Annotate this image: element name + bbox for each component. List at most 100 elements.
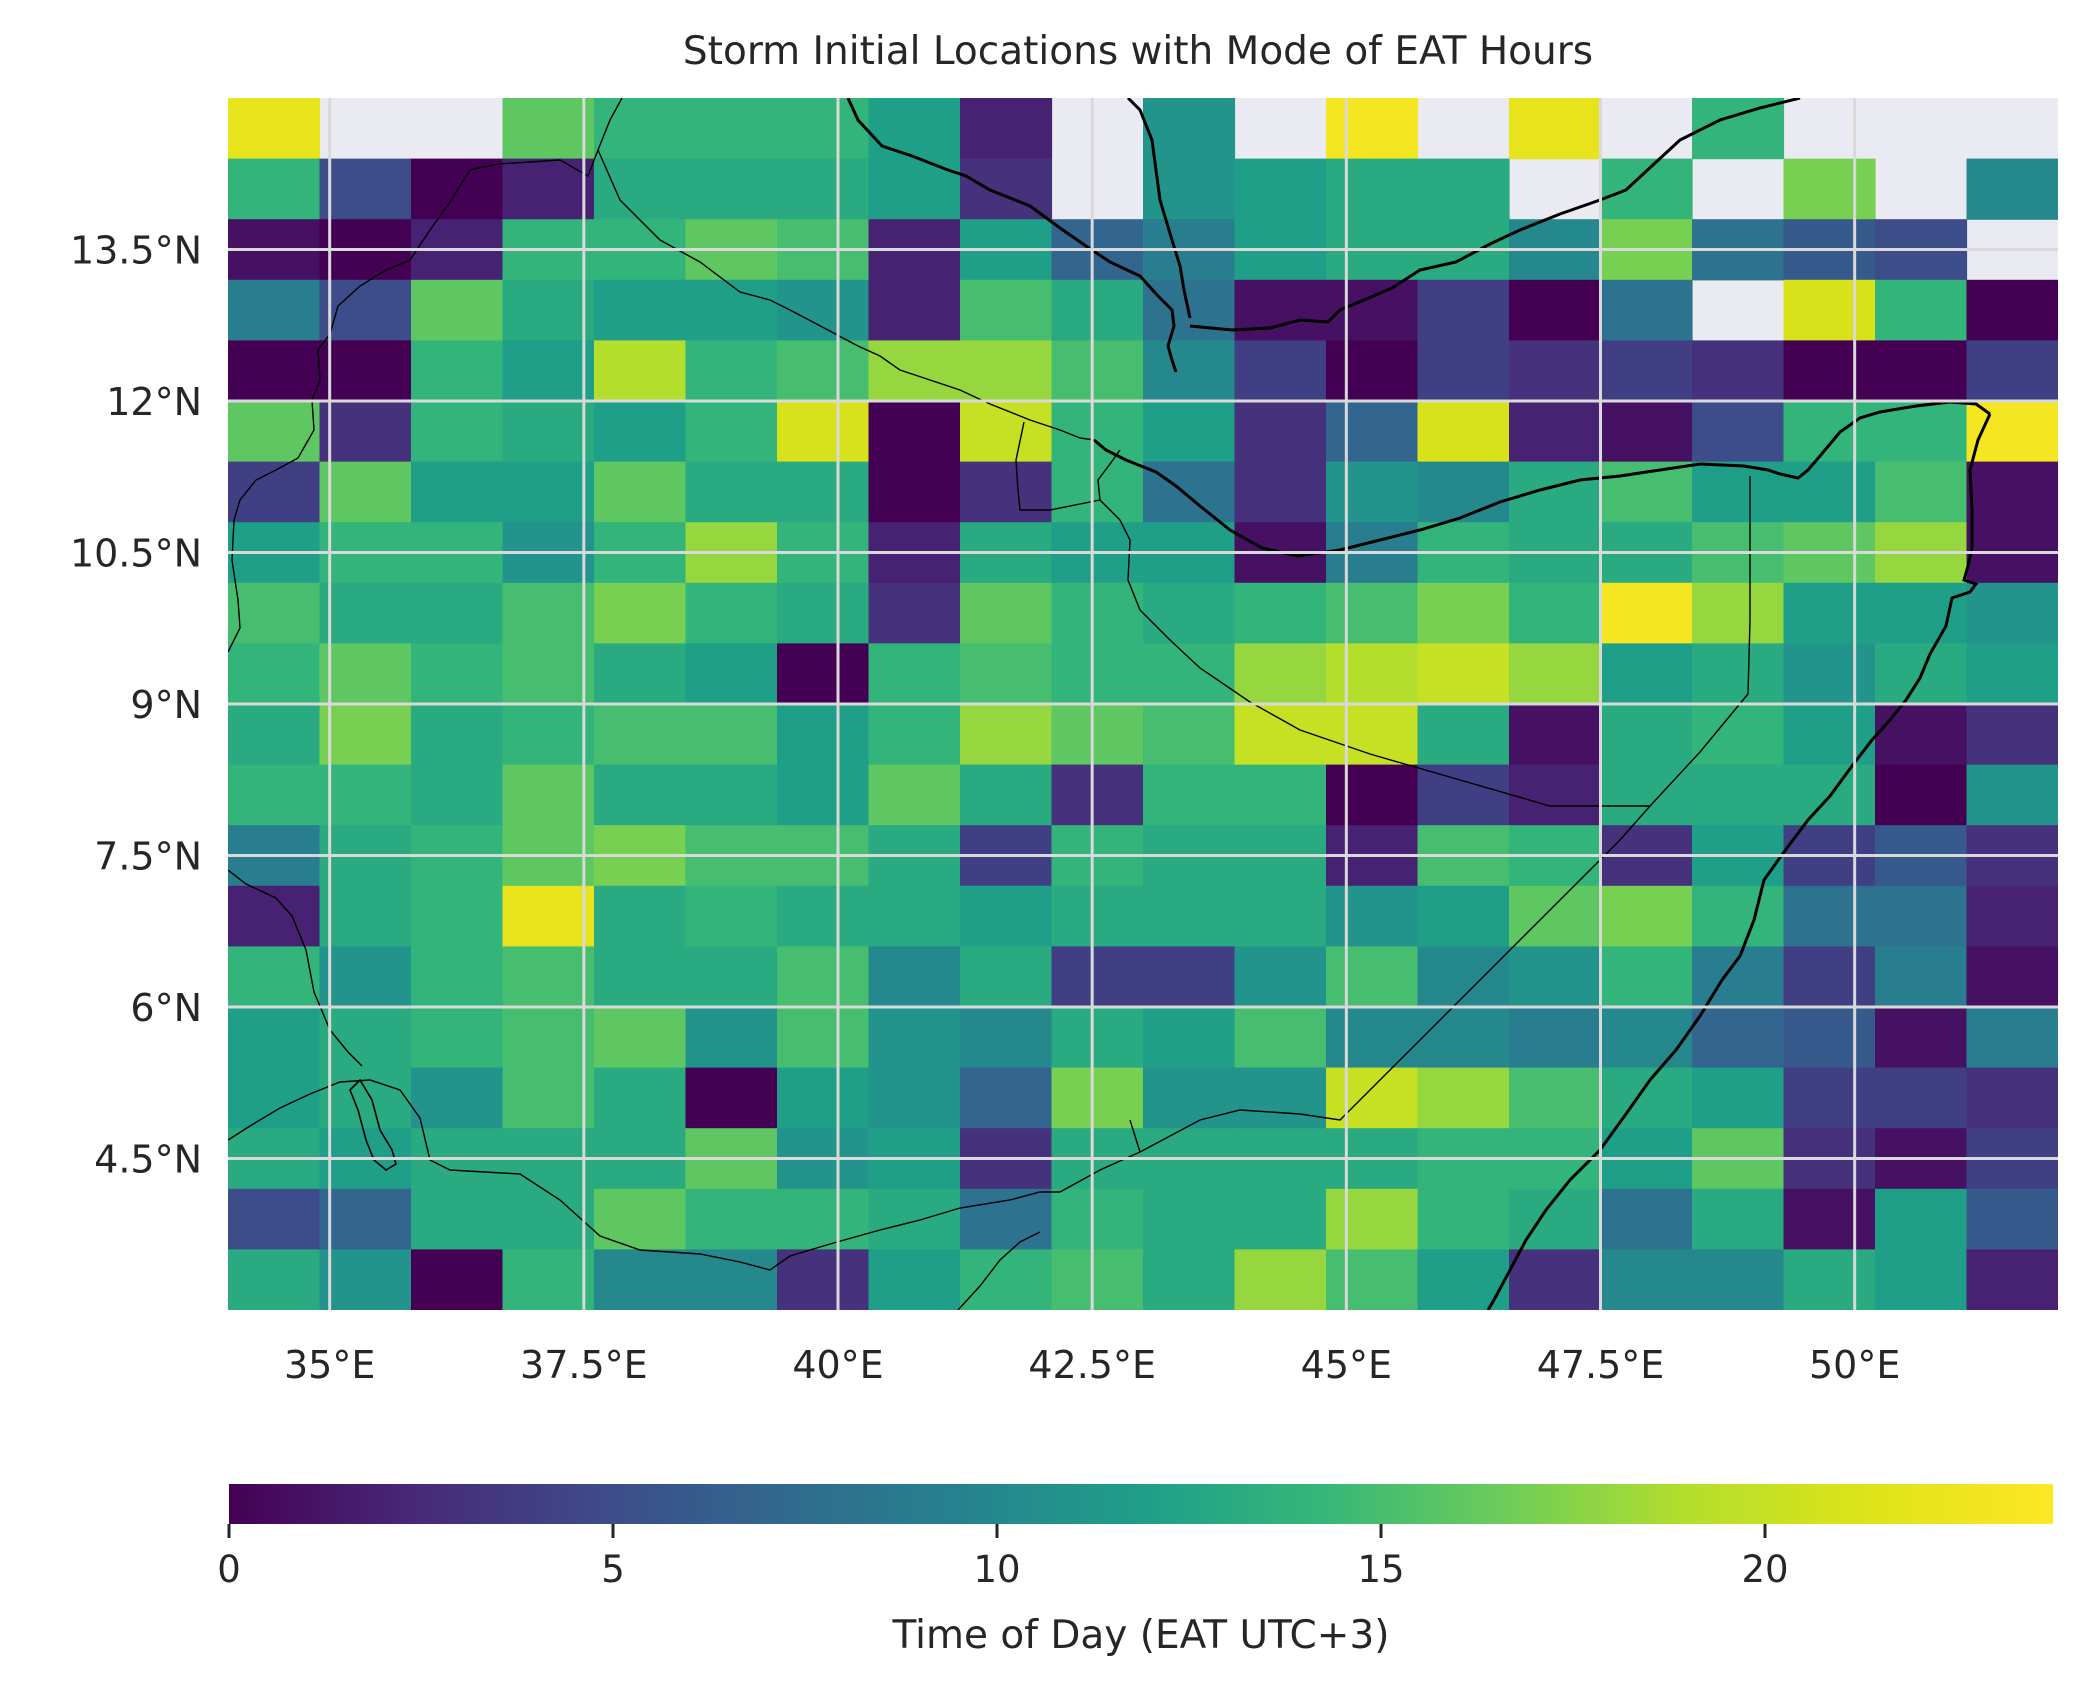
heatmap-cell: [1875, 340, 1968, 402]
heatmap-cell: [411, 1188, 504, 1250]
heatmap-cell: [685, 98, 778, 160]
heatmap-cell: [1143, 340, 1236, 402]
heatmap-cell: [594, 340, 687, 402]
heatmap-cell: [319, 1249, 412, 1310]
heatmap-cell: [1417, 885, 1510, 947]
heatmap-cell: [228, 885, 321, 947]
heatmap-cell: [411, 1067, 504, 1129]
heatmap-cell: [1143, 764, 1236, 826]
heatmap-cell: [1875, 1007, 1968, 1069]
y-tick-label: 4.5°N: [94, 1138, 202, 1182]
heatmap-cell: [1600, 885, 1693, 947]
heatmap-cell: [1326, 764, 1419, 826]
colorbar-ticks: 0 5 10 15 20: [217, 1524, 1789, 1591]
heatmap-cell: [1966, 1067, 2058, 1129]
heatmap-cell: [1051, 764, 1144, 826]
heatmap-cell: [777, 1007, 870, 1069]
heatmap-cell: [411, 461, 504, 523]
heatmap-cell: [1234, 401, 1327, 463]
heatmap-cell: [1509, 461, 1602, 523]
heatmap-cell: [1417, 582, 1510, 644]
heatmap-cell: [685, 1188, 778, 1250]
y-tick-label: 12°N: [106, 380, 202, 424]
heatmap-cell: [1326, 461, 1419, 523]
heatmap-cell: [777, 764, 870, 826]
heatmap-cell: [1051, 1249, 1144, 1310]
heatmap-cell: [502, 704, 595, 766]
heatmap-cell: [502, 582, 595, 644]
heatmap-cell: [1692, 1249, 1785, 1310]
heatmap-cell: [777, 885, 870, 947]
heatmap-cell: [594, 582, 687, 644]
heatmap-cell: [1051, 1007, 1144, 1069]
heatmap-cell: [1875, 704, 1968, 766]
heatmap-cell: [868, 98, 961, 160]
heatmap-cell: [502, 1007, 595, 1069]
heatmap-cell: [777, 340, 870, 402]
heatmap-cell: [960, 1188, 1053, 1250]
heatmap-cell: [1600, 279, 1693, 341]
heatmap-cell: [868, 704, 961, 766]
y-tick-label: 10.5°N: [70, 532, 202, 576]
heatmap-cell: [502, 401, 595, 463]
x-tick-label: 45°E: [1301, 1343, 1392, 1387]
heatmap-cell: [1600, 1007, 1693, 1069]
x-tick-label: 42.5°E: [1028, 1343, 1156, 1387]
heatmap-cell: [1600, 643, 1693, 705]
y-tick-label: 9°N: [130, 683, 202, 727]
heatmap-cell: [1326, 401, 1419, 463]
heatmap-cell: [1326, 340, 1419, 402]
heatmap-cell: [1234, 1007, 1327, 1069]
heatmap-cell: [1509, 1007, 1602, 1069]
heatmap-cell: [594, 1067, 687, 1129]
heatmap-cell: [1417, 1067, 1510, 1129]
heatmap-cell: [1417, 461, 1510, 523]
heatmap-cell: [1692, 764, 1785, 826]
heatmap-cell: [411, 279, 504, 341]
heatmap-cell: [1509, 946, 1602, 1008]
heatmap-cell: [1966, 764, 2058, 826]
heatmap-cell: [1417, 946, 1510, 1008]
heatmap-cell: [1417, 401, 1510, 463]
heatmap-cell: [228, 1188, 321, 1250]
heatmap-cell: [1326, 885, 1419, 947]
heatmap-cell: [594, 885, 687, 947]
heatmap-cell: [1509, 1249, 1602, 1310]
heatmap-cell: [1966, 279, 2058, 341]
heatmap-cell: [1783, 704, 1876, 766]
colorbar: 0 5 10 15 20 Time of Day (EAT UTC+3): [217, 1484, 2053, 1658]
heatmap-cell: [868, 340, 961, 402]
gridlines: [228, 98, 2058, 1310]
x-axis-tick-labels: 35°E 37.5°E 40°E 42.5°E 45°E 47.5°E 50°E: [284, 1343, 1900, 1387]
heatmap-cell: [1692, 1007, 1785, 1069]
heatmap-cell: [502, 946, 595, 1008]
heatmap-cell: [1143, 1007, 1236, 1069]
heatmap-cell: [777, 1067, 870, 1129]
heatmap-cell: [1783, 582, 1876, 644]
heatmap-cell: [228, 1067, 321, 1129]
heatmap-cell: [1051, 946, 1144, 1008]
heatmap-cell: [228, 98, 321, 160]
heatmap-cell: [960, 764, 1053, 826]
heatmap-cell: [594, 764, 687, 826]
heatmap-cells: [228, 98, 2058, 1310]
heatmap-cell: [228, 401, 321, 463]
heatmap-cell: [685, 946, 778, 1008]
heatmap-cell: [1417, 340, 1510, 402]
heatmap-cell: [1143, 98, 1236, 160]
heatmap-cell: [868, 946, 961, 1008]
heatmap-cell: [1692, 582, 1785, 644]
heatmap-cell: [319, 582, 412, 644]
heatmap-cell: [1692, 885, 1785, 947]
heatmap-cell: [1509, 885, 1602, 947]
heatmap-cell: [868, 1188, 961, 1250]
heatmap-cell: [1600, 158, 1693, 220]
heatmap-cell: [1783, 279, 1876, 341]
heatmap-cell: [1966, 1249, 2058, 1310]
heatmap-cell: [777, 1188, 870, 1250]
heatmap-cell: [594, 1249, 687, 1310]
heatmap-cell: [1326, 158, 1419, 220]
heatmap-cell: [1509, 1067, 1602, 1129]
heatmap-cell: [685, 1067, 778, 1129]
